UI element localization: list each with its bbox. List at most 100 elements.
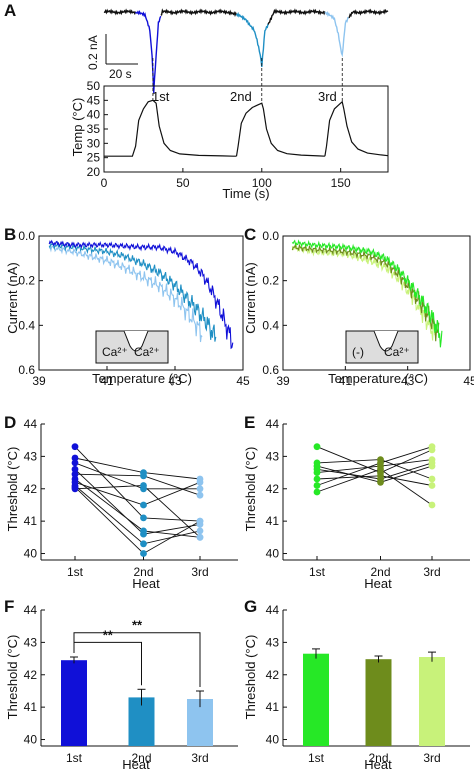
panel-g: 40 41 42 43 44 1st 2nd 3rd Heat Threshold (°C) <box>243 603 470 772</box>
x-tick-label: 3rd <box>191 565 208 579</box>
x-axis-label: Heat <box>132 576 160 591</box>
channel-inset: Ca²⁺ Ca²⁺ <box>95 330 169 364</box>
x-tick-label: 2nd <box>370 565 390 579</box>
scale-bar-time-label: 20 s <box>109 67 132 81</box>
y-axis-label: Current (nA) <box>5 262 20 334</box>
x-tick-label: 43 <box>401 374 415 388</box>
cell-point-1st <box>71 443 79 451</box>
temp-trace-1st <box>104 99 237 157</box>
series <box>313 443 436 509</box>
y-tick-label: 20 <box>87 165 101 179</box>
y-tick-label: 42 <box>266 482 280 496</box>
x-tick-label: 150 <box>331 176 351 190</box>
y-tick-label: 0.6 <box>18 363 35 377</box>
panel-d: 40 41 42 43 44 1st 2nd 3rd Heat Threshold (°C) <box>5 417 238 591</box>
x-tick-label: 2nd <box>368 751 388 765</box>
y-tick-label: 43 <box>24 635 38 649</box>
panel-b: 0.0 0.2 0.4 0.639 41 43 45 Ca²⁺ Ca²⁺ Temperatu… <box>5 229 250 388</box>
temp-trace-3rd <box>324 100 389 157</box>
current-segment <box>267 8 326 25</box>
cell-point-1st <box>313 488 321 496</box>
inset-label-pore: Ca²⁺ <box>134 345 160 359</box>
cell-point-2nd <box>140 482 147 489</box>
cell-point-1st <box>313 482 321 489</box>
x-tick-label: 3rd <box>423 565 440 579</box>
significance-label: ** <box>132 618 143 633</box>
panel-e: 40 41 42 43 44 1st 2nd 3rd Heat Threshold (°C) <box>243 417 470 591</box>
cell-point-1st <box>313 465 321 473</box>
cell-point-1st <box>71 465 79 473</box>
cell-point-1st <box>313 475 321 483</box>
cell-point-3rd <box>428 443 436 451</box>
y-tick-label: 41 <box>24 700 38 714</box>
y-tick-label: 0.4 <box>262 318 279 332</box>
cell-point-1st <box>71 459 79 467</box>
trace-1st <box>48 239 234 350</box>
cell-point-2nd <box>377 475 384 483</box>
panel-c: 0.0 0.2 0.4 0.639 41 43 45 (-) Ca²⁺ Temperatur… <box>243 229 474 388</box>
y-tick-label: 0.2 <box>18 274 35 288</box>
x-tick-label: 2nd <box>131 751 151 765</box>
cell-point-2nd <box>377 459 384 467</box>
cell-point-3rd <box>196 478 204 486</box>
series <box>303 648 445 746</box>
y-axis-label: Threshold (°C) <box>243 447 258 532</box>
x-axis-label: Time (s) <box>222 186 269 201</box>
cell-point-2nd <box>140 472 147 480</box>
cell-point-1st <box>313 443 321 451</box>
y-tick-label: 0.6 <box>262 363 279 377</box>
cell-point-2nd <box>140 501 147 509</box>
y-tick-label: 43 <box>266 449 280 463</box>
panel-labels: A B C D E F G <box>4 1 257 616</box>
y-tick-label: 50 <box>87 79 101 93</box>
x-tick-label: 1st <box>67 565 84 579</box>
x-tick-label: 1st <box>309 565 326 579</box>
panel-f: 40 41 42 43 44 1st 2nd 3rd ** ** Heat Threshold … <box>5 603 238 772</box>
current-trace <box>103 8 389 93</box>
panel-label-g: G <box>244 597 257 616</box>
scale-bar-current-label: 0.2 nA <box>86 35 100 70</box>
series <box>48 239 234 350</box>
y-tick-label: 44 <box>266 417 280 431</box>
series <box>291 239 443 348</box>
cell-point-1st <box>71 454 79 462</box>
x-tick-label: 1st <box>308 751 325 765</box>
heat-label-2nd: 2nd <box>230 89 252 104</box>
y-tick-label: 41 <box>266 700 280 714</box>
cell-point-3rd <box>196 491 204 499</box>
y-tick-label: 44 <box>266 603 280 617</box>
temp-trace-2nd <box>235 102 325 157</box>
current-segment <box>160 8 238 17</box>
panel-label-a: A <box>4 1 16 20</box>
y-tick-label: 41 <box>24 514 38 528</box>
trace-3rd <box>48 244 203 343</box>
axes: 40 41 42 43 44 1st 2nd 3rd <box>24 417 238 579</box>
y-axis-label: Threshold (°C) <box>5 447 20 532</box>
cell-connector <box>316 468 433 506</box>
cell-point-3rd <box>428 475 436 483</box>
series: ** ** <box>61 618 213 746</box>
x-tick-label: 45 <box>236 374 250 388</box>
y-tick-label: 40 <box>24 733 38 747</box>
panel-label-c: C <box>244 225 256 244</box>
y-tick-label: 40 <box>266 547 280 561</box>
bar-1st <box>61 660 87 746</box>
x-tick-label: 2nd <box>133 565 153 579</box>
y-tick-label: 35 <box>87 122 101 136</box>
current-segment <box>135 10 162 93</box>
x-tick-label: 3rd <box>423 751 440 765</box>
y-tick-label: 45 <box>87 93 101 107</box>
x-axis-label: Heat <box>364 757 392 772</box>
y-tick-label: 0.0 <box>262 229 279 243</box>
bar-2nd <box>365 659 392 746</box>
x-tick-label: 3rd <box>191 751 208 765</box>
cell-point-3rd <box>196 485 204 493</box>
y-tick-label: 40 <box>87 108 101 122</box>
x-tick-label: 43 <box>168 374 182 388</box>
axes: 0.0 0.2 0.4 0.639 41 43 45 <box>262 229 474 388</box>
cell-point-2nd <box>140 540 147 548</box>
y-tick-label: 44 <box>24 603 38 617</box>
